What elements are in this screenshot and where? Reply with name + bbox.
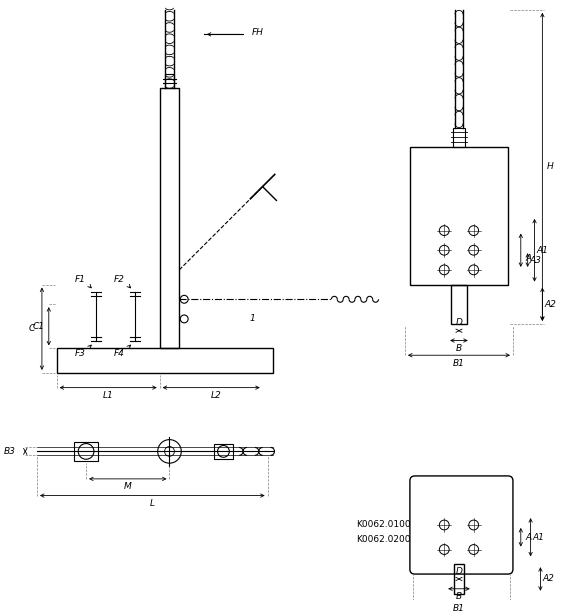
Text: A1: A1: [533, 533, 544, 542]
Text: B: B: [456, 344, 462, 353]
Bar: [451, 285, 467, 324]
Text: B: B: [456, 592, 462, 601]
Bar: [214, 444, 233, 459]
Text: 1: 1: [250, 315, 255, 323]
Text: D: D: [456, 318, 463, 327]
Text: L: L: [150, 499, 155, 508]
Text: H: H: [547, 163, 553, 171]
Bar: [453, 128, 465, 147]
Text: F2: F2: [114, 275, 125, 284]
Bar: [74, 442, 98, 461]
Bar: [454, 564, 464, 594]
Text: A3: A3: [530, 255, 541, 265]
Text: F4: F4: [114, 349, 125, 358]
Text: F3: F3: [74, 349, 86, 358]
Text: C1: C1: [33, 322, 45, 331]
Bar: [410, 147, 508, 285]
Text: K0062.0100: K0062.0100: [356, 521, 410, 530]
Text: A: A: [526, 254, 532, 263]
Text: C: C: [29, 324, 36, 333]
Text: D: D: [456, 566, 463, 576]
Text: B3: B3: [3, 447, 16, 456]
Bar: [159, 89, 179, 348]
Text: M: M: [124, 482, 132, 491]
Text: A: A: [526, 533, 532, 542]
Bar: [165, 73, 175, 89]
Bar: [56, 348, 272, 373]
Text: A2: A2: [542, 574, 554, 584]
Text: A1: A1: [537, 246, 548, 255]
Text: A2: A2: [544, 300, 556, 309]
FancyBboxPatch shape: [410, 476, 513, 574]
Text: B1: B1: [453, 359, 465, 368]
Text: L1: L1: [103, 391, 113, 400]
Text: K0062.0200: K0062.0200: [356, 535, 410, 544]
Text: F1: F1: [74, 275, 86, 284]
Text: FH: FH: [252, 28, 264, 37]
Text: L2: L2: [211, 391, 222, 400]
Text: B1: B1: [453, 604, 465, 611]
